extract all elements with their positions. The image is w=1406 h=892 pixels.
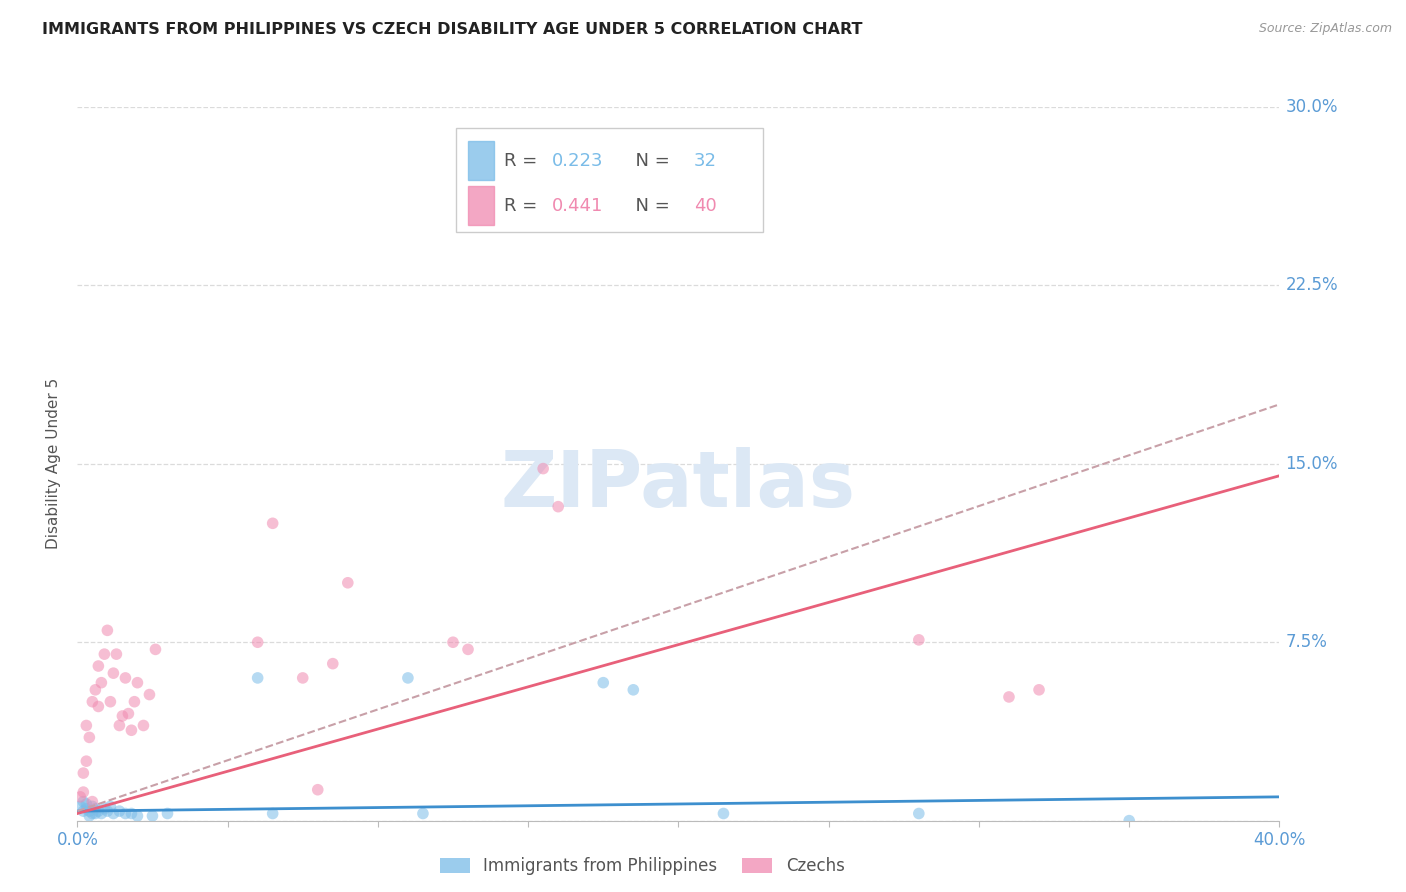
Point [100,799,122,814]
Point [117,706,139,721]
Point [75,754,97,768]
Point [82,795,104,809]
Point [90,806,112,821]
Point [100,695,122,709]
Point [111,709,134,723]
Point [246,671,269,685]
Text: ZIPatlas: ZIPatlas [501,447,856,524]
Point [72,795,94,809]
Point [127,809,149,823]
Point [592,675,614,690]
Point [1028,682,1050,697]
Point [336,575,359,590]
Point [441,635,464,649]
Legend: Immigrants from Philippines, Czechs: Immigrants from Philippines, Czechs [432,849,853,884]
Text: 22.5%: 22.5% [1285,277,1339,294]
Text: 32: 32 [695,152,717,169]
Point [120,723,142,738]
Point [69,789,91,804]
Point [103,806,125,821]
Point [127,675,149,690]
Text: 40: 40 [695,196,717,214]
Point [84,682,107,697]
Point [90,675,112,690]
Point [87,659,110,673]
Point [124,695,146,709]
Point [82,799,104,814]
Point [75,797,97,811]
Point [156,806,179,821]
Point [84,802,107,816]
Point [132,718,155,732]
Bar [468,141,495,180]
Point [145,642,167,657]
Point [72,785,94,799]
Point [108,804,131,818]
Point [307,782,329,797]
Point [396,671,419,685]
Text: IMMIGRANTS FROM PHILIPPINES VS CZECH DISABILITY AGE UNDER 5 CORRELATION CHART: IMMIGRANTS FROM PHILIPPINES VS CZECH DIS… [42,22,863,37]
Point [108,718,131,732]
Point [262,806,284,821]
FancyBboxPatch shape [456,128,762,232]
Point [87,804,110,818]
Point [114,671,136,685]
Bar [468,186,495,225]
Point [998,690,1021,704]
Text: N =: N = [624,152,676,169]
Point [84,806,107,821]
Point [138,688,160,702]
Text: 0.441: 0.441 [553,196,603,214]
Point [114,806,136,821]
Text: N =: N = [624,196,676,214]
Point [79,804,101,818]
Text: 7.5%: 7.5% [1285,633,1327,651]
Point [141,809,163,823]
Point [69,799,91,814]
Point [531,461,554,475]
Point [96,804,118,818]
Point [93,802,115,816]
Point [120,806,142,821]
Text: R =: R = [505,196,543,214]
Point [93,647,115,661]
Point [103,666,125,681]
Point [105,647,128,661]
Text: 30.0%: 30.0% [1285,98,1339,116]
Point [547,500,569,514]
Point [713,806,735,821]
Point [75,802,97,816]
Point [75,718,97,732]
Point [79,809,101,823]
Point [908,806,931,821]
Point [262,516,284,531]
Point [82,806,104,821]
Point [72,804,94,818]
Point [82,695,104,709]
Y-axis label: Disability Age Under 5: Disability Age Under 5 [46,378,62,549]
Point [72,766,94,780]
Point [246,635,269,649]
Point [412,806,434,821]
Text: 0.223: 0.223 [553,152,603,169]
Point [908,632,931,647]
Point [621,682,644,697]
Text: Source: ZipAtlas.com: Source: ZipAtlas.com [1258,22,1392,36]
Point [79,731,101,745]
Point [87,699,110,714]
Text: 15.0%: 15.0% [1285,455,1339,473]
Text: R =: R = [505,152,543,169]
Point [96,624,118,638]
Point [322,657,344,671]
Point [457,642,479,657]
Point [1118,814,1140,828]
Point [291,671,314,685]
